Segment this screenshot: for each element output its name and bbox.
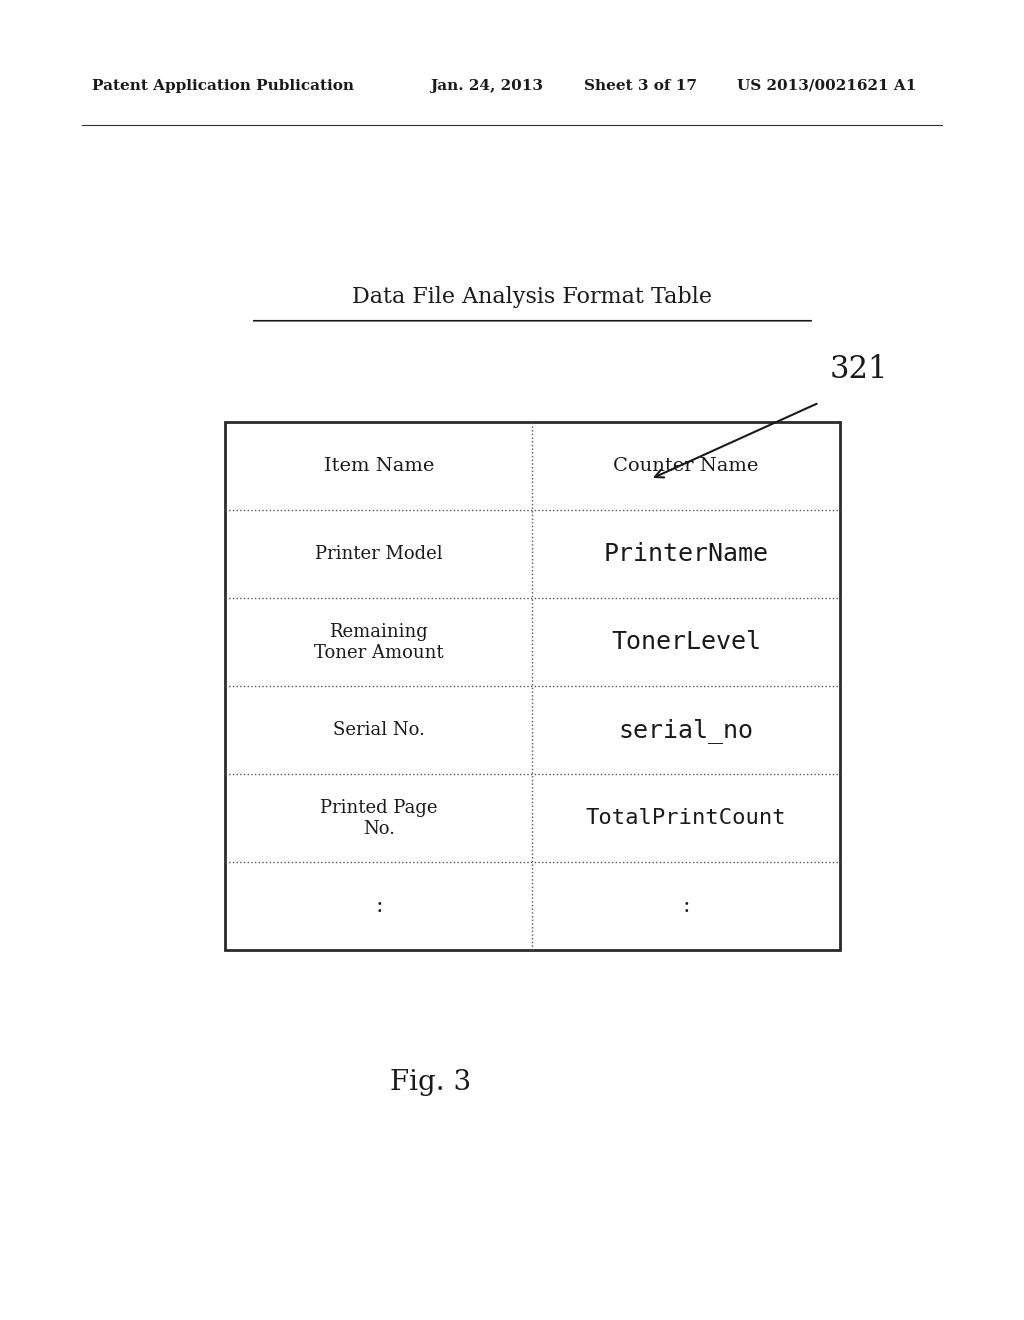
Text: US 2013/0021621 A1: US 2013/0021621 A1 — [737, 79, 916, 92]
Text: Jan. 24, 2013: Jan. 24, 2013 — [430, 79, 543, 92]
Text: Printed Page
No.: Printed Page No. — [321, 799, 437, 838]
Text: PrinterName: PrinterName — [603, 543, 769, 566]
Text: Fig. 3: Fig. 3 — [389, 1069, 471, 1096]
Text: Counter Name: Counter Name — [613, 458, 759, 475]
Text: TonerLevel: TonerLevel — [611, 631, 761, 655]
Text: 321: 321 — [829, 354, 888, 385]
Text: Patent Application Publication: Patent Application Publication — [92, 79, 354, 92]
Bar — [225, 422, 840, 950]
Text: serial_no: serial_no — [618, 718, 754, 743]
Text: Item Name: Item Name — [324, 458, 434, 475]
Text: TotalPrintCount: TotalPrintCount — [586, 808, 786, 829]
Text: :: : — [375, 895, 383, 917]
Text: Printer Model: Printer Model — [315, 545, 442, 564]
Text: :: : — [682, 895, 690, 917]
Text: Remaining
Toner Amount: Remaining Toner Amount — [314, 623, 443, 661]
Text: Data File Analysis Format Table: Data File Analysis Format Table — [352, 286, 713, 308]
Text: Serial No.: Serial No. — [333, 722, 425, 739]
Text: Sheet 3 of 17: Sheet 3 of 17 — [584, 79, 696, 92]
